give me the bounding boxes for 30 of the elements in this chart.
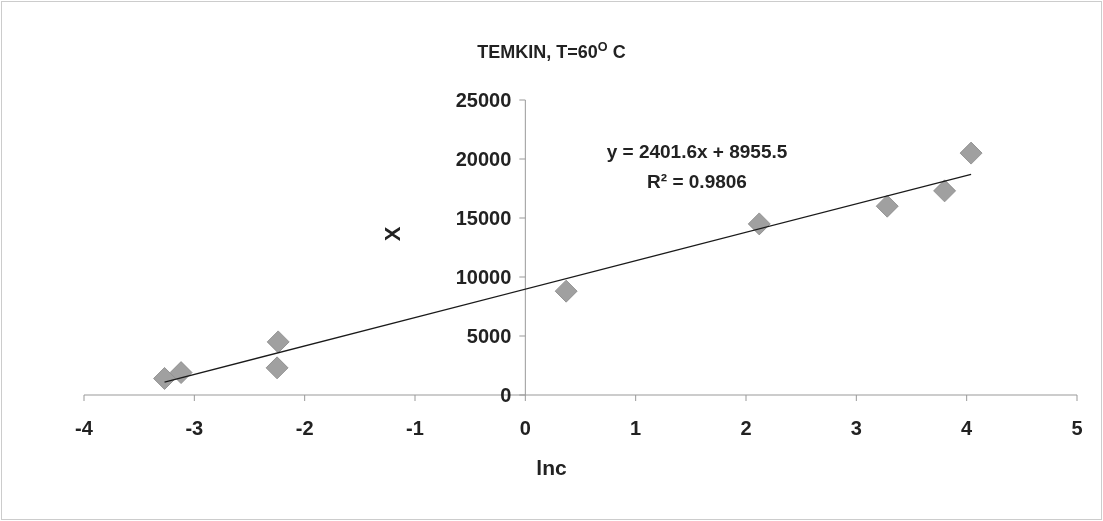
chart-title: TEMKIN, T=60$^{O}$ C [477, 40, 626, 62]
x-axis-title: lnc [536, 456, 567, 479]
x-tick-label: -3 [185, 417, 204, 439]
x-tick-label: 4 [961, 417, 974, 439]
y-tick-label: 20000 [455, 148, 512, 170]
point [933, 179, 956, 203]
y-tick-label: 0 [500, 384, 512, 406]
point [153, 367, 176, 390]
y-tick-label: 15000 [455, 207, 512, 229]
y-tick-label: 5000 [466, 325, 512, 347]
annotation: R² = 0.9806 [647, 171, 747, 192]
x-tick-label: -1 [406, 417, 424, 439]
y-tick-label: 10000 [455, 266, 512, 288]
point [554, 279, 578, 303]
x-tick-label: 5 [1071, 417, 1083, 439]
point [266, 330, 290, 354]
y-axis-title: X [379, 226, 405, 242]
x-tick-label: 1 [630, 417, 642, 439]
point [747, 212, 771, 236]
y-tick-label: 25000 [455, 89, 512, 111]
point [959, 141, 983, 165]
point [875, 194, 899, 218]
point [265, 356, 289, 380]
x-tick-label: 0 [519, 417, 531, 439]
x-tick-label: 2 [740, 417, 752, 439]
point [169, 361, 193, 384]
x-tick-label: -2 [295, 417, 314, 439]
annotation: y = 2401.6x + 8955.5 [606, 141, 788, 162]
x-tick-label: 3 [850, 417, 862, 439]
x-tick-label: -4 [75, 417, 94, 439]
